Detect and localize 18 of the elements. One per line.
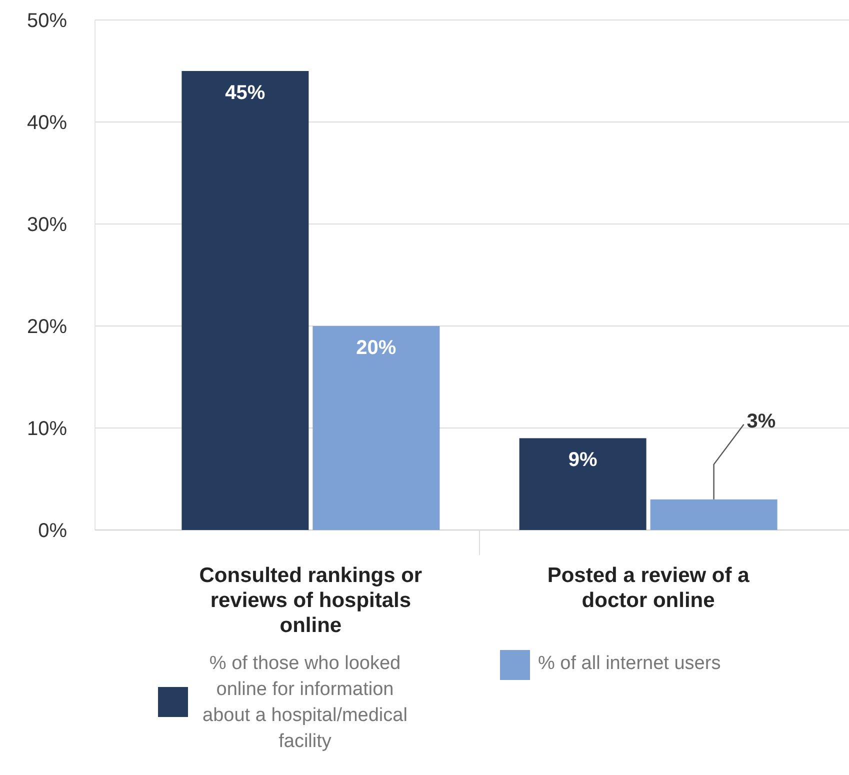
- y-tick-label: 40%: [26, 112, 68, 134]
- data-label: 45%: [225, 82, 266, 104]
- y-tick-label: 30%: [26, 214, 68, 236]
- legend-label: % of those who looked online for information about a hospital/medical facility: [202, 653, 408, 752]
- y-tick-label: 0%: [38, 520, 68, 542]
- bar: [312, 326, 440, 530]
- bar: [182, 71, 309, 530]
- x-tick-label: Consulted rankings or reviews of hospitals online: [199, 564, 422, 637]
- y-tick-label: 50%: [26, 10, 68, 32]
- data-label: 9%: [568, 449, 598, 472]
- data-label: 3%: [746, 410, 776, 432]
- data-label: 20%: [356, 337, 396, 359]
- y-tick-label: 20%: [26, 316, 68, 338]
- y-tick-label: 10%: [26, 418, 68, 440]
- x-tick-label: Posted a review of a doctor online: [547, 564, 750, 612]
- legend-label: % of all internet users: [538, 653, 721, 674]
- bar: [650, 499, 778, 530]
- bar: [519, 438, 646, 530]
